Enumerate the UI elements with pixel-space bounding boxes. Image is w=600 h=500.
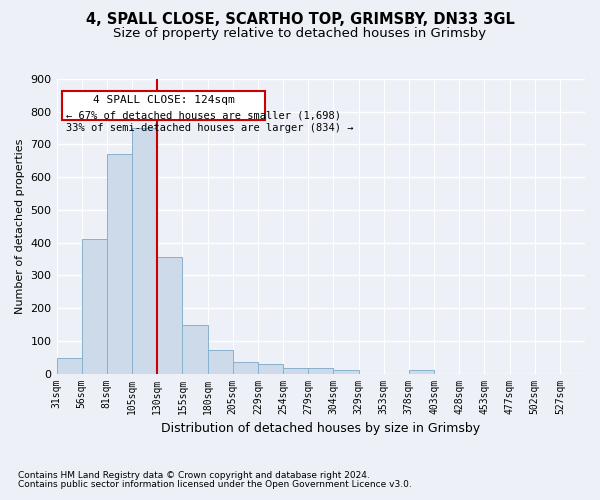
Bar	[132, 128, 157, 374]
Bar	[157, 256, 182, 374]
Text: Contains HM Land Registry data © Crown copyright and database right 2024.: Contains HM Land Registry data © Crown c…	[18, 471, 370, 480]
Bar	[233, 362, 258, 374]
Text: 4, SPALL CLOSE, SCARTHO TOP, GRIMSBY, DN33 3GL: 4, SPALL CLOSE, SCARTHO TOP, GRIMSBY, DN…	[86, 12, 514, 28]
Text: Contains public sector information licensed under the Open Government Licence v3: Contains public sector information licen…	[18, 480, 412, 489]
Bar	[208, 350, 233, 374]
Bar	[308, 368, 334, 374]
Bar	[258, 364, 283, 374]
Text: ← 67% of detached houses are smaller (1,698): ← 67% of detached houses are smaller (1,…	[67, 110, 341, 120]
Bar	[56, 358, 82, 374]
Bar	[182, 325, 208, 374]
Bar	[107, 154, 132, 374]
Bar	[283, 368, 308, 374]
Text: 33% of semi-detached houses are larger (834) →: 33% of semi-detached houses are larger (…	[67, 123, 354, 133]
Text: Size of property relative to detached houses in Grimsby: Size of property relative to detached ho…	[113, 28, 487, 40]
Bar	[409, 370, 434, 374]
X-axis label: Distribution of detached houses by size in Grimsby: Distribution of detached houses by size …	[161, 422, 481, 435]
Y-axis label: Number of detached properties: Number of detached properties	[15, 138, 25, 314]
Bar	[82, 240, 107, 374]
Text: 4 SPALL CLOSE: 124sqm: 4 SPALL CLOSE: 124sqm	[92, 96, 235, 106]
Bar	[334, 370, 359, 374]
